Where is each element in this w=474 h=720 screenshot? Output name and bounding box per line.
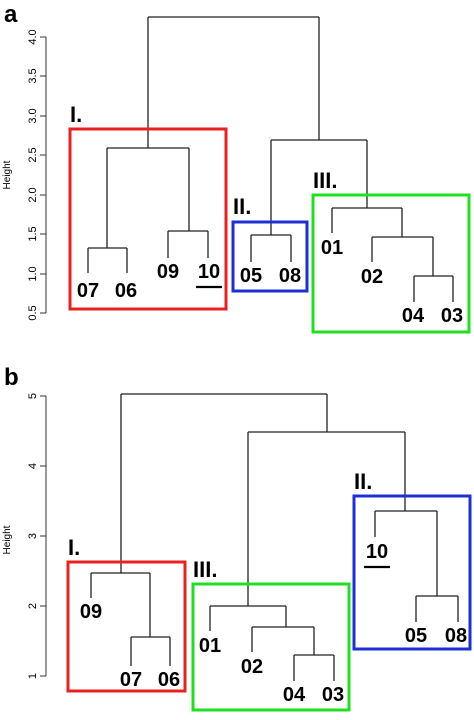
group-label-iii-b: III.: [193, 557, 217, 582]
group-box-i-a: [68, 127, 228, 311]
branch-root-b: [120, 393, 328, 573]
branch-group-ii-b: [374, 510, 438, 596]
y-tick-label-a-7: 4.0: [27, 29, 39, 44]
branch-group-iii-b: [209, 605, 287, 631]
branch-group-i-a: [106, 147, 190, 248]
branch-07-06-a: [87, 247, 128, 273]
group-box-ii-b: [352, 494, 472, 651]
branch-05-08-b: [415, 595, 459, 622]
dendrogram-a: [87, 16, 454, 302]
leaf-09-b: 09: [80, 601, 102, 623]
y-tick-label-a-6: 3.5: [27, 68, 39, 83]
leaf-06-b: 06: [158, 669, 180, 691]
branch-04-03-a: [413, 275, 454, 302]
group-label-i-a: I.: [70, 102, 82, 127]
panel-letter-b: b: [4, 364, 19, 391]
leaf-10-a: 10: [198, 261, 220, 283]
leaf-05-b: 05: [405, 625, 427, 647]
panel-b: b 1 2 3 4 5 Height: [2, 364, 472, 712]
y-tick-label-a-1: 1.0: [27, 266, 39, 281]
leaf-01-a: 01: [321, 237, 343, 259]
y-tick-label-a-5: 3.0: [27, 108, 39, 123]
group-label-ii-a: II.: [233, 194, 251, 219]
group-label-iii-a: III.: [313, 168, 337, 193]
leaf-08-a: 08: [279, 265, 301, 287]
panel-letter-a: a: [4, 1, 18, 28]
leaf-10-b: 10: [366, 541, 388, 563]
group-box-iii-a: [311, 193, 471, 334]
y-axis-a: 0.5 1.0 1.5 2.0 2.5 3.0 3.5 4.0 Height: [2, 29, 47, 321]
group-box-i-b: [66, 560, 187, 693]
y-tick-label-b-3: 4: [27, 463, 39, 469]
leaf-labels-a: 07 06 09 10 05 08 01 02 04 03: [77, 237, 463, 327]
cluster-boxes-b: I. III. II.: [66, 469, 472, 712]
y-tick-label-a-2: 1.5: [27, 226, 39, 241]
branch-group-iii-a: [331, 207, 403, 237]
dendrogram-b: [90, 393, 459, 681]
group-label-i-b: I.: [68, 535, 80, 560]
leaf-03-b: 03: [322, 684, 344, 706]
branch-group-i-b: [90, 572, 151, 637]
leaf-05-a: 05: [240, 265, 262, 287]
branch-09-10-a: [167, 230, 209, 258]
leaf-03-a: 03: [441, 305, 463, 327]
y-tick-label-b-4: 5: [27, 393, 39, 399]
y-tick-label-b-2: 3: [27, 533, 39, 539]
leaf-09-a: 09: [157, 261, 179, 283]
leaf-08-b: 08: [445, 625, 467, 647]
leaf-06-a: 06: [115, 280, 137, 302]
leaf-04-a: 04: [402, 305, 425, 327]
branch-ii-iii-a: [270, 139, 368, 235]
leaf-07-b: 07: [120, 669, 142, 691]
leaf-02-b: 02: [241, 656, 263, 678]
group-box-iii-b: [191, 582, 351, 712]
leaf-labels-b: 09 07 06 01 02 04 03 10 05 08: [80, 541, 467, 706]
leaf-07-a: 07: [77, 280, 99, 302]
y-tick-label-b-1: 2: [27, 603, 39, 609]
group-box-ii-a: [231, 220, 309, 293]
leaf-04-b: 04: [283, 684, 306, 706]
panel-a: a 0.5 1.0 1.5 2.0 2.5 3.0 3.5 4.0 Height: [2, 1, 471, 334]
y-axis-b: 1 2 3 4 5 Height: [2, 393, 47, 679]
cluster-boxes-a: I. II. III.: [68, 102, 471, 334]
y-axis-title-a: Height: [2, 160, 13, 189]
branch-root-a: [147, 16, 320, 148]
branch-02-sub-b: [251, 626, 315, 655]
y-tick-label-a-3: 2.0: [27, 187, 39, 202]
branch-07-06-b: [130, 636, 171, 666]
y-tick-label-a-4: 2.5: [27, 147, 39, 162]
y-tick-label-b-0: 1: [27, 673, 39, 679]
branch-04-03-b: [293, 654, 335, 681]
group-label-ii-b: II.: [354, 469, 372, 494]
branch-05-08-a: [250, 234, 292, 262]
leaf-01-b: 01: [199, 635, 221, 657]
y-tick-label-a-0: 0.5: [27, 305, 39, 320]
y-axis-title-b: Height: [2, 525, 13, 554]
branch-iii-ii-b: [247, 431, 406, 606]
branch-02-sub-a: [371, 236, 434, 276]
leaf-02-a: 02: [361, 266, 383, 288]
